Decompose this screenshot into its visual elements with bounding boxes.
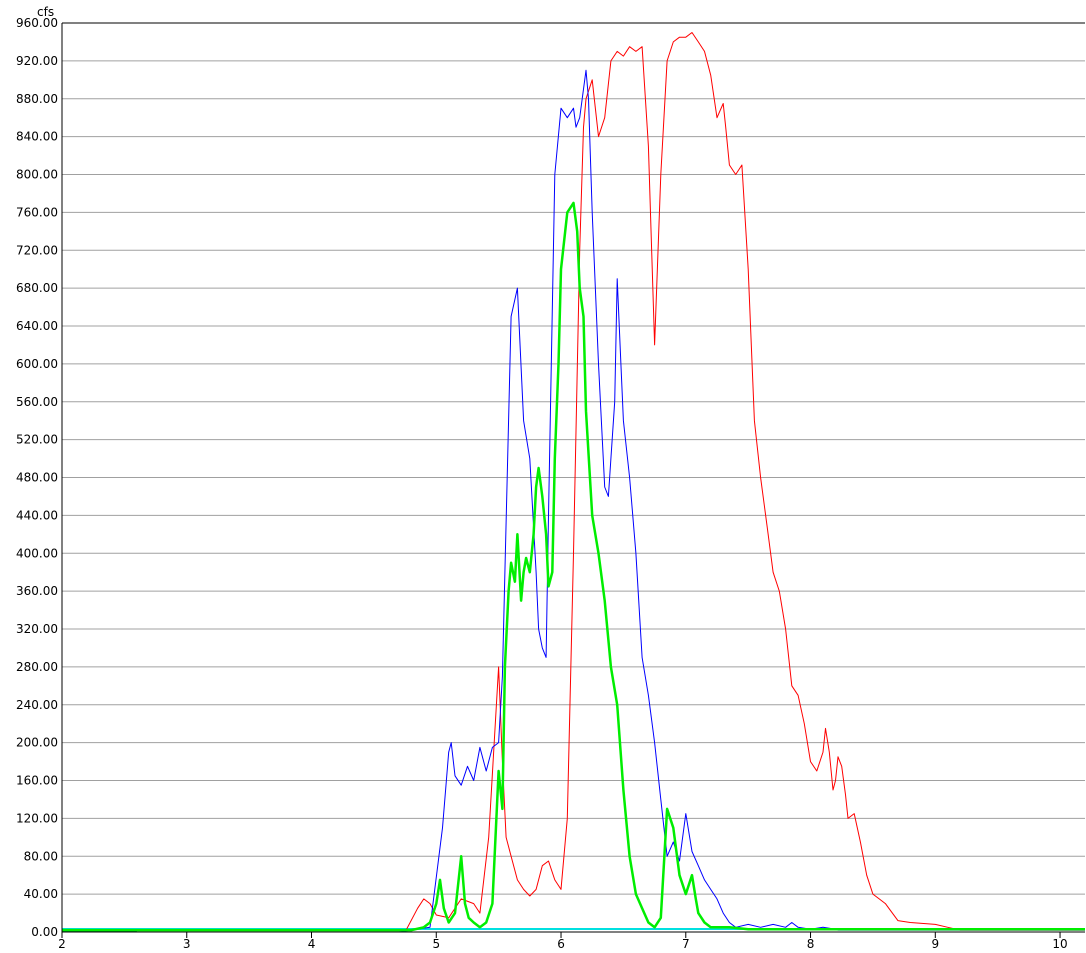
y-tick-label: 880.00 bbox=[16, 92, 58, 106]
x-tick-label: 2 bbox=[58, 937, 66, 951]
x-tick-labels: 2 3 4 5 6 7 8 9 10 bbox=[58, 937, 1068, 951]
x-tick-label: 4 bbox=[308, 937, 316, 951]
y-tick-label: 640.00 bbox=[16, 319, 58, 333]
y-tick-label: 280.00 bbox=[16, 660, 58, 674]
y-tick-label: 40.00 bbox=[24, 887, 58, 901]
y-tick-label: 760.00 bbox=[16, 205, 58, 219]
x-tick-label: 6 bbox=[557, 937, 565, 951]
y-tick-labels: 0.00 40.00 80.00 120.00 160.00 200.00 240.00 28… bbox=[16, 16, 58, 939]
grid-lines bbox=[62, 60, 1085, 895]
x-tick-label: 5 bbox=[432, 937, 440, 951]
y-tick-label: 200.00 bbox=[16, 736, 58, 750]
series-lines bbox=[62, 32, 1085, 933]
y-tick-label: 120.00 bbox=[16, 811, 58, 825]
y-tick-label: 440.00 bbox=[16, 508, 58, 522]
x-tick-label: 9 bbox=[931, 937, 939, 951]
y-tick-label: 560.00 bbox=[16, 395, 58, 409]
y-tick-label: 360.00 bbox=[16, 584, 58, 598]
x-tick-label: 10 bbox=[1052, 937, 1067, 951]
y-unit-label: cfs bbox=[37, 5, 54, 19]
y-tick-label: 520.00 bbox=[16, 433, 58, 447]
y-tick-label: 920.00 bbox=[16, 54, 58, 68]
y-tick-label: 480.00 bbox=[16, 471, 58, 485]
y-tick-label: 320.00 bbox=[16, 622, 58, 636]
x-tick-label: 7 bbox=[682, 937, 690, 951]
series-line-3 bbox=[62, 201, 1085, 932]
axes bbox=[61, 22, 1085, 938]
y-tick-label: 800.00 bbox=[16, 168, 58, 182]
y-tick-label: 680.00 bbox=[16, 281, 58, 295]
y-tick-label: 240.00 bbox=[16, 698, 58, 712]
series-line-2 bbox=[62, 69, 1085, 933]
x-tick-label: 3 bbox=[183, 937, 191, 951]
y-tick-label: 600.00 bbox=[16, 357, 58, 371]
series-line-1 bbox=[62, 32, 1085, 933]
x-tick-label: 8 bbox=[807, 937, 815, 951]
y-tick-label: 960.00 bbox=[16, 16, 58, 30]
y-tick-label: 0.00 bbox=[31, 925, 58, 939]
y-tick-label: 80.00 bbox=[24, 849, 58, 863]
y-tick-label: 160.00 bbox=[16, 774, 58, 788]
y-tick-label: 720.00 bbox=[16, 243, 58, 257]
y-tick-label: 400.00 bbox=[16, 546, 58, 560]
y-tick-label: 840.00 bbox=[16, 130, 58, 144]
